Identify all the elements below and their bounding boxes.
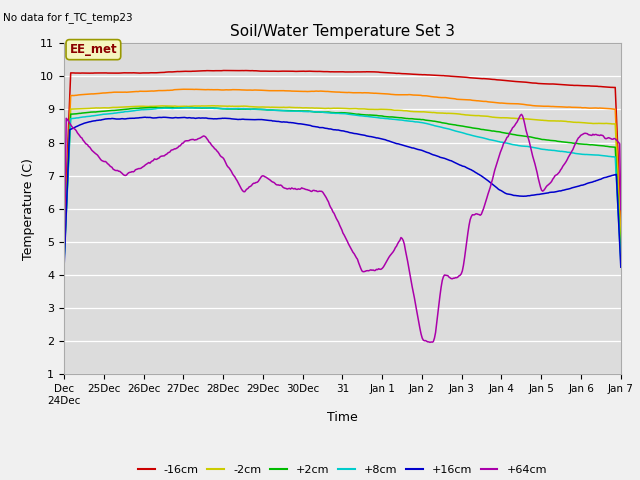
+2cm — [617, 253, 625, 259]
+2cm — [60, 258, 68, 264]
+2cm — [605, 144, 612, 149]
+2cm — [518, 133, 525, 139]
+64cm — [518, 111, 525, 117]
-8cm — [362, 90, 370, 96]
Line: +2cm: +2cm — [64, 108, 621, 261]
Legend: -16cm, -8cm, -2cm, +2cm, +8cm, +16cm, +64cm: -16cm, -8cm, -2cm, +2cm, +8cm, +16cm, +6… — [134, 460, 551, 480]
-8cm — [617, 231, 625, 237]
+2cm — [326, 109, 333, 115]
-16cm — [220, 68, 227, 73]
+64cm — [60, 259, 68, 265]
Text: EE_met: EE_met — [70, 43, 117, 56]
-8cm — [185, 86, 193, 92]
-8cm — [326, 89, 333, 95]
-8cm — [518, 101, 525, 107]
Y-axis label: Temperature (C): Temperature (C) — [22, 158, 35, 260]
-16cm — [326, 69, 333, 75]
+8cm — [60, 260, 68, 266]
-16cm — [617, 218, 625, 224]
+8cm — [362, 113, 370, 119]
X-axis label: Time: Time — [327, 411, 358, 424]
+16cm — [326, 126, 333, 132]
+8cm — [329, 110, 337, 116]
Line: +64cm: +64cm — [64, 114, 621, 342]
+16cm — [362, 133, 370, 139]
+16cm — [617, 264, 625, 270]
+64cm — [362, 268, 369, 274]
+2cm — [329, 110, 337, 116]
+8cm — [605, 154, 612, 159]
+2cm — [362, 112, 370, 118]
-2cm — [605, 120, 612, 126]
-2cm — [362, 106, 370, 112]
-2cm — [210, 103, 218, 108]
-2cm — [326, 106, 333, 111]
+64cm — [324, 199, 332, 204]
-2cm — [60, 255, 68, 261]
-16cm — [518, 79, 525, 85]
+8cm — [518, 143, 525, 149]
-8cm — [60, 249, 68, 254]
+16cm — [60, 266, 68, 272]
-8cm — [393, 92, 401, 97]
+64cm — [617, 206, 625, 212]
+2cm — [393, 115, 401, 120]
+64cm — [519, 113, 527, 119]
+64cm — [606, 135, 614, 141]
-8cm — [329, 89, 337, 95]
Line: -16cm: -16cm — [64, 71, 621, 240]
-8cm — [605, 106, 612, 111]
+16cm — [329, 127, 337, 132]
+16cm — [141, 114, 149, 120]
-16cm — [329, 69, 337, 75]
Text: No data for f_TC_temp23: No data for f_TC_temp23 — [3, 12, 133, 23]
-2cm — [617, 240, 625, 245]
-16cm — [60, 237, 68, 243]
-2cm — [518, 116, 525, 121]
+64cm — [426, 339, 434, 345]
+8cm — [183, 105, 191, 110]
+8cm — [326, 110, 333, 116]
+64cm — [328, 206, 335, 212]
+64cm — [392, 245, 399, 251]
Line: -2cm: -2cm — [64, 106, 621, 258]
Title: Soil/Water Temperature Set 3: Soil/Water Temperature Set 3 — [230, 24, 455, 39]
Line: +16cm: +16cm — [64, 117, 621, 269]
-2cm — [393, 108, 401, 113]
+16cm — [518, 193, 525, 199]
+16cm — [605, 174, 612, 180]
+8cm — [393, 117, 401, 122]
+2cm — [162, 105, 170, 110]
+16cm — [393, 141, 401, 146]
-2cm — [329, 106, 337, 111]
-16cm — [393, 71, 401, 76]
-16cm — [362, 69, 370, 74]
Line: -8cm: -8cm — [64, 89, 621, 252]
+8cm — [617, 259, 625, 264]
Line: +8cm: +8cm — [64, 108, 621, 263]
-16cm — [605, 84, 612, 90]
